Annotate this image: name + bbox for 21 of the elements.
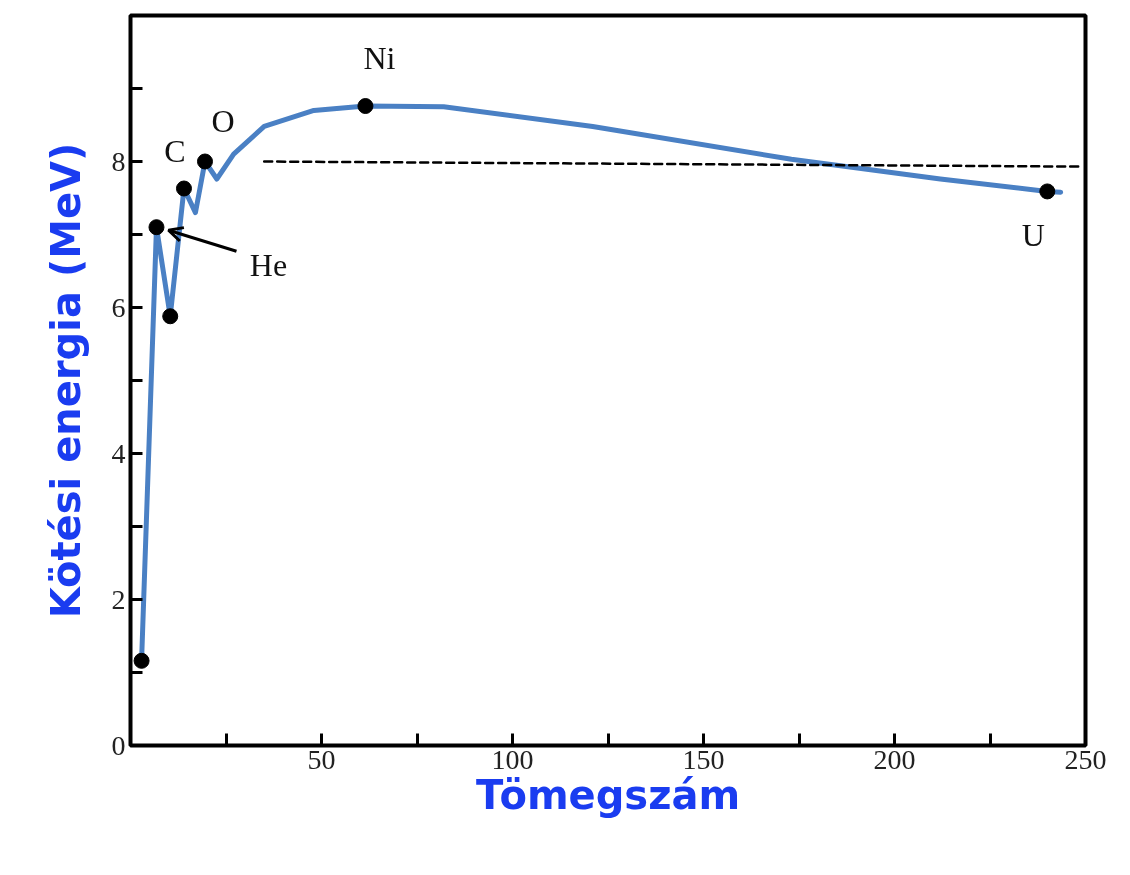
y-axis-title: Kötési energia (MeV) (42, 142, 89, 619)
annotation: O (211, 102, 235, 139)
y-tick-label: 2 (111, 583, 126, 615)
y-tick-label: 6 (111, 291, 126, 323)
y-tick-label: 8 (111, 145, 126, 177)
annotation: Ni (363, 40, 396, 77)
y-tick-label: 4 (111, 437, 126, 469)
annotation: U (1021, 217, 1045, 254)
point (357, 98, 374, 115)
x-tick-label: 200 (873, 743, 916, 775)
x-tick-label: 250 (1064, 743, 1107, 775)
x-tick-label: 50 (307, 743, 336, 775)
annotation: He (249, 247, 288, 284)
point (148, 219, 165, 236)
y-tick-label: 0 (111, 729, 126, 761)
point (1039, 183, 1056, 200)
point (175, 180, 192, 197)
annotation: C (164, 132, 186, 169)
point (196, 153, 213, 170)
point (133, 652, 150, 669)
point (162, 308, 179, 325)
